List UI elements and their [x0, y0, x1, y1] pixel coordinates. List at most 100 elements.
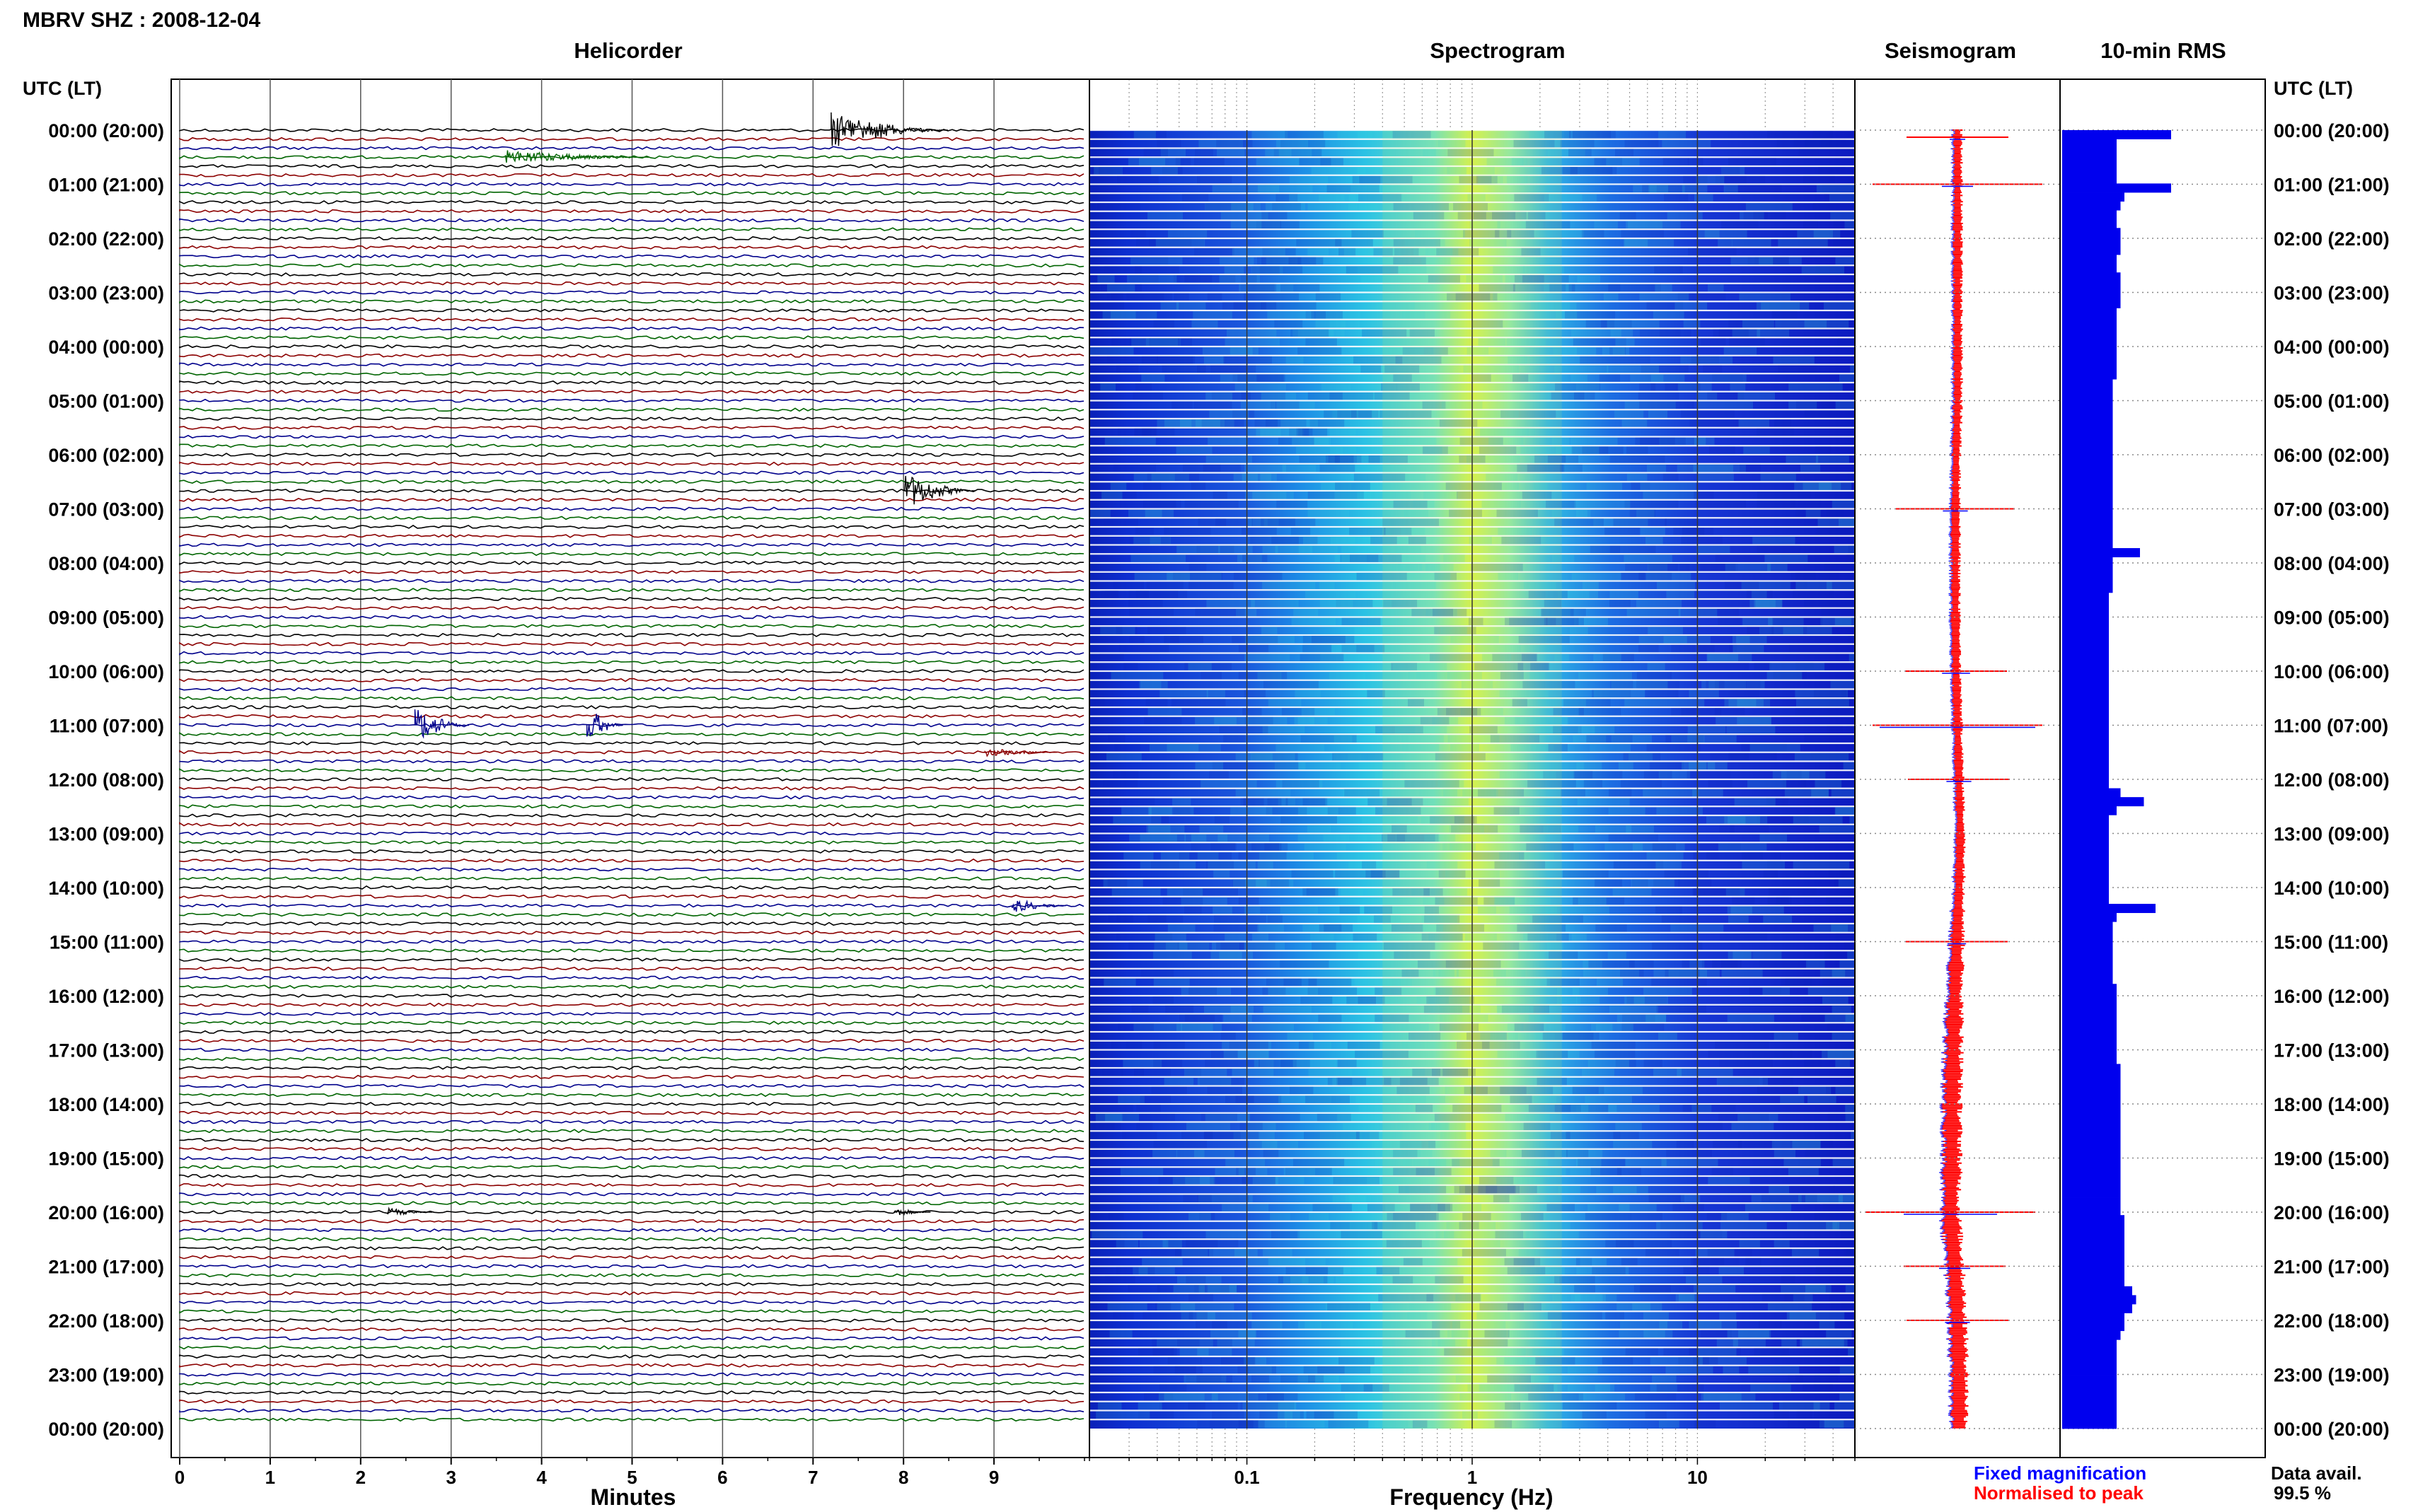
rms-bar: [2062, 743, 2109, 753]
spectrogram-speckle: [1129, 338, 1180, 347]
spectrogram-speckle: [1517, 663, 1549, 671]
spectrogram-speckle: [1613, 861, 1664, 869]
spectrogram-speckle: [1430, 1204, 1482, 1212]
spectrogram-speckle: [1420, 716, 1450, 725]
spectrogram-speckle: [1615, 1122, 1642, 1131]
spectrogram-speckle: [1778, 365, 1817, 373]
spectrogram-speckle: [1534, 455, 1566, 463]
spectrogram-speckle: [1136, 1105, 1161, 1112]
spectrogram-speckle: [1632, 843, 1685, 851]
spectrogram-speckle: [1665, 969, 1700, 977]
spectrogram-speckle: [1328, 1420, 1369, 1429]
spectrogram-speckle: [1434, 627, 1476, 635]
spectrogram-speckle: [1719, 825, 1735, 833]
spectrogram-speckle: [1509, 617, 1556, 626]
spectrogram-speckle: [1570, 329, 1621, 337]
spectrogram-speckle: [1742, 861, 1785, 869]
spectrogram-speckle: [1655, 861, 1682, 869]
spectrogram-speckle: [1824, 1014, 1859, 1023]
spectrogram-speckle: [1504, 1357, 1537, 1365]
helicorder-frame: [170, 78, 1090, 1458]
helicorder-trace: [179, 245, 1084, 250]
spectrogram-speckle: [1616, 1303, 1662, 1311]
spectrogram-speckle: [1237, 1050, 1270, 1059]
spectrogram-speckle: [1715, 554, 1765, 563]
spectrogram-speckle: [1285, 356, 1304, 364]
spectrogram-speckle: [1104, 1276, 1135, 1284]
spectrogram-speckle: [1118, 1095, 1145, 1104]
spectrogram-speckle: [1723, 1366, 1740, 1374]
spectrogram-speckle: [1150, 861, 1180, 869]
spectrogram-speckle: [1587, 1059, 1629, 1068]
spectrogram-speckle: [1552, 1293, 1603, 1302]
spectrogram-speckle: [1747, 627, 1774, 635]
spectrogram-speckle: [1469, 536, 1492, 545]
spectrogram-speckle: [1729, 338, 1765, 347]
spectrogram-speckle: [1280, 906, 1319, 914]
spectrogram-speckle: [1700, 338, 1726, 347]
spectrogram-speckle: [1654, 266, 1683, 274]
spectrogram-speckle: [1645, 690, 1679, 698]
spectrogram-speckle: [1232, 879, 1289, 888]
spectrogram-speckle: [1157, 139, 1181, 148]
spectrogram-speckle: [1626, 473, 1648, 482]
rms-bar: [2062, 388, 2113, 397]
spectrogram-speckle: [1781, 1339, 1797, 1347]
spectrogram-speckle: [1249, 1141, 1298, 1148]
spectrogram-speckle: [1177, 1276, 1222, 1284]
spectrogram-speckle: [1607, 320, 1660, 328]
spectrogram-speckle: [1094, 167, 1123, 175]
spectrogram-speckle: [1528, 1393, 1583, 1401]
spectrogram-speckle: [1379, 978, 1412, 987]
helicorder-trace: [179, 191, 1084, 196]
spectrogram-speckle: [1152, 1348, 1174, 1356]
spectrogram-speckle: [1716, 1077, 1768, 1086]
spectrogram-speckle: [1303, 536, 1355, 545]
spectrogram-speckle: [1442, 1069, 1476, 1076]
spectrogram-speckle: [1610, 680, 1633, 689]
spectrogram-speckle: [1311, 636, 1346, 644]
spectrogram-speckle: [1586, 482, 1622, 491]
rms-bar: [2062, 1295, 2136, 1305]
spectrogram-speckle: [1622, 1014, 1655, 1023]
spectrogram-speckle: [1562, 230, 1584, 238]
helicorder-event: [903, 475, 976, 505]
spectrogram-speckle: [1620, 969, 1644, 977]
spectrogram-speckle: [1570, 1293, 1606, 1302]
spectrogram-speckle: [1800, 1339, 1848, 1347]
spectrogram-speckle: [1507, 1267, 1546, 1275]
spectrogram-speckle: [1200, 1077, 1245, 1086]
spectrogram-speckle: [1262, 987, 1286, 996]
spectrogram-speckle: [1484, 1330, 1510, 1338]
spectrogram-speckle: [1244, 653, 1290, 662]
spectrogram-speckle: [1103, 879, 1143, 888]
rms-bar: [2062, 1197, 2121, 1207]
spectrogram-speckle: [1728, 752, 1777, 761]
spectrogram-speckle: [1541, 608, 1586, 617]
spectrogram-speckle: [1692, 888, 1745, 896]
helicorder-trace: [179, 218, 1084, 223]
spectrogram-speckle: [1230, 347, 1253, 355]
spectrogram-speckle: [1621, 230, 1665, 238]
time-label-left: 11:00 (07:00): [50, 716, 164, 737]
spectrogram-speckle: [1835, 933, 1861, 941]
spectrogram-speckle: [1732, 644, 1764, 653]
spectrogram-speckle: [1523, 1122, 1551, 1131]
helicorder-trace: [179, 182, 1084, 187]
helicorder-trace: [179, 994, 1084, 998]
spectrogram-speckle: [1788, 1168, 1819, 1176]
spectrogram-speckle: [1374, 347, 1425, 355]
spectrogram-speckle: [1688, 158, 1703, 166]
spectrogram-speckle: [1153, 320, 1174, 328]
spectrogram-speckle: [1655, 284, 1672, 292]
spectrogram-speckle: [1575, 1293, 1617, 1302]
spectrogram-speckle: [1645, 1014, 1667, 1023]
spectrogram-speckle: [1513, 1257, 1541, 1266]
time-label-right: 03:00 (23:00): [2274, 283, 2390, 304]
spectrogram-speckle: [1278, 1411, 1293, 1419]
rms-bar: [2062, 1117, 2121, 1127]
helicorder-trace: [179, 1264, 1084, 1269]
spectrogram-speckle: [1616, 1168, 1641, 1176]
rms-bar: [2062, 832, 2109, 842]
spectrogram-speckle: [1439, 419, 1478, 427]
